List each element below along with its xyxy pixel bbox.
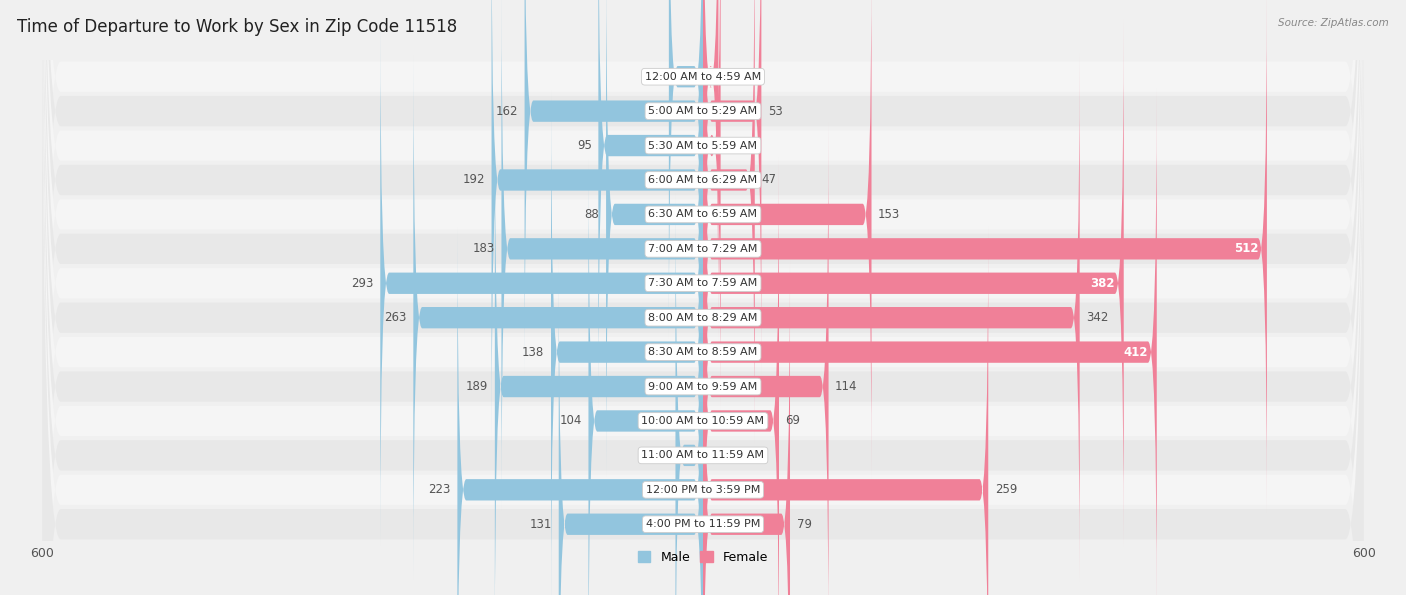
Text: 25: 25	[654, 449, 669, 462]
FancyBboxPatch shape	[703, 0, 1267, 513]
Text: 8:00 AM to 8:29 AM: 8:00 AM to 8:29 AM	[648, 313, 758, 322]
FancyBboxPatch shape	[457, 225, 703, 595]
Text: Time of Departure to Work by Sex in Zip Code 11518: Time of Departure to Work by Sex in Zip …	[17, 18, 457, 36]
FancyBboxPatch shape	[558, 259, 703, 595]
FancyBboxPatch shape	[42, 0, 1364, 595]
Text: 12:00 PM to 3:59 PM: 12:00 PM to 3:59 PM	[645, 485, 761, 495]
Text: 53: 53	[768, 105, 783, 118]
FancyBboxPatch shape	[703, 0, 721, 411]
Legend: Male, Female: Male, Female	[633, 546, 773, 569]
FancyBboxPatch shape	[703, 87, 1157, 595]
Text: 12:00 AM to 4:59 AM: 12:00 AM to 4:59 AM	[645, 72, 761, 82]
FancyBboxPatch shape	[495, 122, 703, 595]
FancyBboxPatch shape	[551, 87, 703, 595]
FancyBboxPatch shape	[703, 18, 1123, 548]
Text: 263: 263	[384, 311, 406, 324]
Text: 10:00 AM to 10:59 AM: 10:00 AM to 10:59 AM	[641, 416, 765, 426]
FancyBboxPatch shape	[703, 156, 779, 595]
Text: 7:00 AM to 7:29 AM: 7:00 AM to 7:29 AM	[648, 244, 758, 254]
FancyBboxPatch shape	[502, 0, 703, 513]
FancyBboxPatch shape	[42, 0, 1364, 595]
Text: 259: 259	[995, 483, 1017, 496]
FancyBboxPatch shape	[703, 0, 762, 376]
Text: 6:30 AM to 6:59 AM: 6:30 AM to 6:59 AM	[648, 209, 758, 220]
Text: 382: 382	[1091, 277, 1115, 290]
FancyBboxPatch shape	[42, 0, 1364, 595]
Text: 293: 293	[352, 277, 374, 290]
FancyBboxPatch shape	[675, 190, 703, 595]
Text: 153: 153	[879, 208, 900, 221]
Text: Source: ZipAtlas.com: Source: ZipAtlas.com	[1278, 18, 1389, 28]
FancyBboxPatch shape	[606, 0, 703, 479]
Text: 14: 14	[725, 70, 740, 83]
FancyBboxPatch shape	[669, 0, 703, 342]
Text: 104: 104	[560, 415, 582, 427]
Text: 31: 31	[647, 70, 662, 83]
FancyBboxPatch shape	[42, 0, 1364, 595]
FancyBboxPatch shape	[703, 53, 1080, 583]
FancyBboxPatch shape	[42, 0, 1364, 595]
FancyBboxPatch shape	[524, 0, 703, 376]
Text: 8:30 AM to 8:59 AM: 8:30 AM to 8:59 AM	[648, 347, 758, 357]
Text: 162: 162	[495, 105, 517, 118]
FancyBboxPatch shape	[42, 0, 1364, 595]
FancyBboxPatch shape	[42, 0, 1364, 595]
Text: 5:30 AM to 5:59 AM: 5:30 AM to 5:59 AM	[648, 140, 758, 151]
Text: 6:00 AM to 6:29 AM: 6:00 AM to 6:29 AM	[648, 175, 758, 185]
Text: 16: 16	[727, 139, 742, 152]
FancyBboxPatch shape	[703, 122, 828, 595]
Text: 512: 512	[1233, 242, 1258, 255]
Text: 7:30 AM to 7:59 AM: 7:30 AM to 7:59 AM	[648, 278, 758, 288]
Text: 131: 131	[530, 518, 553, 531]
FancyBboxPatch shape	[413, 53, 703, 583]
FancyBboxPatch shape	[599, 0, 703, 411]
FancyBboxPatch shape	[380, 18, 703, 548]
Text: 11:00 AM to 11:59 AM: 11:00 AM to 11:59 AM	[641, 450, 765, 461]
Text: 9:00 AM to 9:59 AM: 9:00 AM to 9:59 AM	[648, 381, 758, 392]
FancyBboxPatch shape	[42, 0, 1364, 595]
FancyBboxPatch shape	[703, 0, 718, 342]
Text: 95: 95	[576, 139, 592, 152]
Text: 88: 88	[585, 208, 599, 221]
Text: 183: 183	[472, 242, 495, 255]
FancyBboxPatch shape	[42, 0, 1364, 595]
Text: 189: 189	[465, 380, 488, 393]
FancyBboxPatch shape	[703, 0, 755, 444]
Text: 47: 47	[762, 174, 776, 186]
Text: 69: 69	[786, 415, 800, 427]
FancyBboxPatch shape	[42, 0, 1364, 595]
Text: 4:00 PM to 11:59 PM: 4:00 PM to 11:59 PM	[645, 519, 761, 529]
Text: 223: 223	[429, 483, 451, 496]
FancyBboxPatch shape	[589, 156, 703, 595]
FancyBboxPatch shape	[42, 0, 1364, 595]
Text: 114: 114	[835, 380, 858, 393]
FancyBboxPatch shape	[492, 0, 703, 444]
FancyBboxPatch shape	[42, 0, 1364, 595]
Text: 342: 342	[1087, 311, 1109, 324]
FancyBboxPatch shape	[42, 0, 1364, 595]
Text: 0: 0	[710, 449, 717, 462]
FancyBboxPatch shape	[42, 0, 1364, 595]
Text: 79: 79	[797, 518, 811, 531]
Text: 5:00 AM to 5:29 AM: 5:00 AM to 5:29 AM	[648, 106, 758, 116]
Text: 192: 192	[463, 174, 485, 186]
FancyBboxPatch shape	[703, 0, 872, 479]
FancyBboxPatch shape	[703, 259, 790, 595]
FancyBboxPatch shape	[703, 225, 988, 595]
Text: 138: 138	[522, 346, 544, 359]
Text: 412: 412	[1123, 346, 1147, 359]
